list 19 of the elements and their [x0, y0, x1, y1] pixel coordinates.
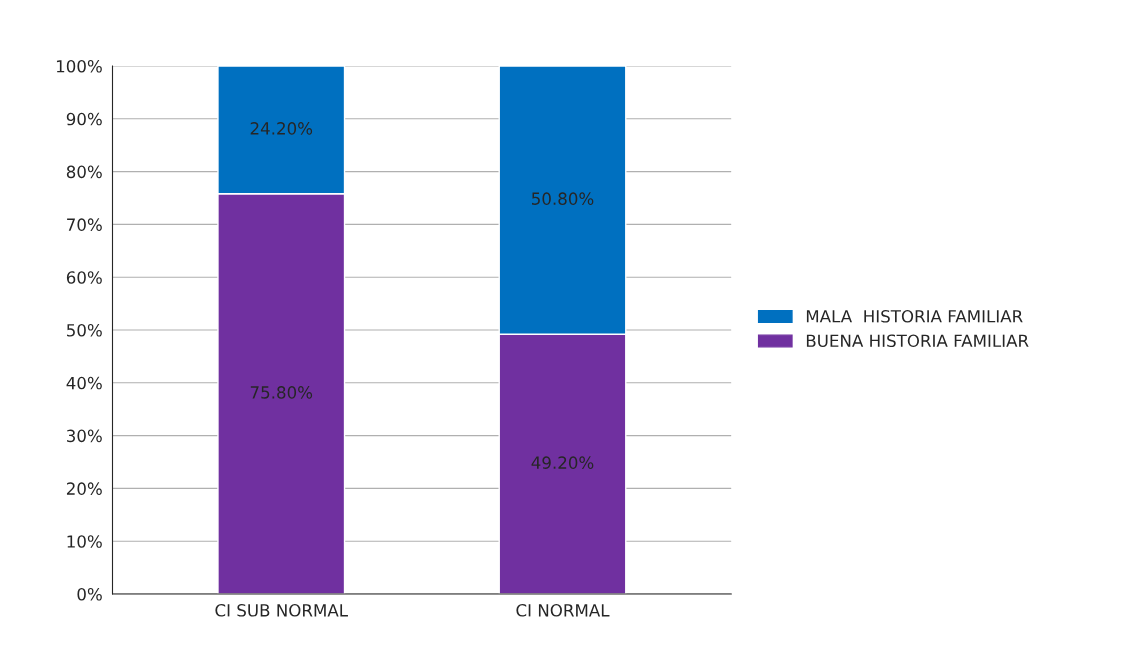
- y-tick-label: 80%: [66, 165, 102, 179]
- x-tick-label: CI NORMAL: [516, 604, 610, 617]
- x-tick-label: CI SUB NORMAL: [215, 604, 348, 617]
- y-tick-label: 100%: [56, 59, 102, 73]
- data-label: 50.80%: [532, 192, 594, 205]
- y-tick-label: 20%: [66, 482, 102, 495]
- y-tick-label: 50%: [67, 323, 102, 337]
- y-tick-label: 0%: [77, 587, 102, 601]
- data-label: 75.80%: [250, 386, 313, 399]
- y-tick-label: 10%: [67, 535, 102, 548]
- legend-label: MALA HISTORIA FAMILIAR: [806, 310, 1023, 323]
- y-tick-label: 30%: [67, 429, 102, 443]
- y-tick-label: 60%: [66, 271, 102, 284]
- y-tick-label: 40%: [66, 376, 102, 390]
- y-tick-label: 90%: [66, 112, 102, 126]
- data-label: 49.20%: [531, 456, 594, 469]
- legend-label: BUENA HISTORIA FAMILIAR: [806, 334, 1029, 348]
- data-label: 24.20%: [250, 122, 313, 135]
- y-tick-label: 70%: [67, 218, 102, 231]
